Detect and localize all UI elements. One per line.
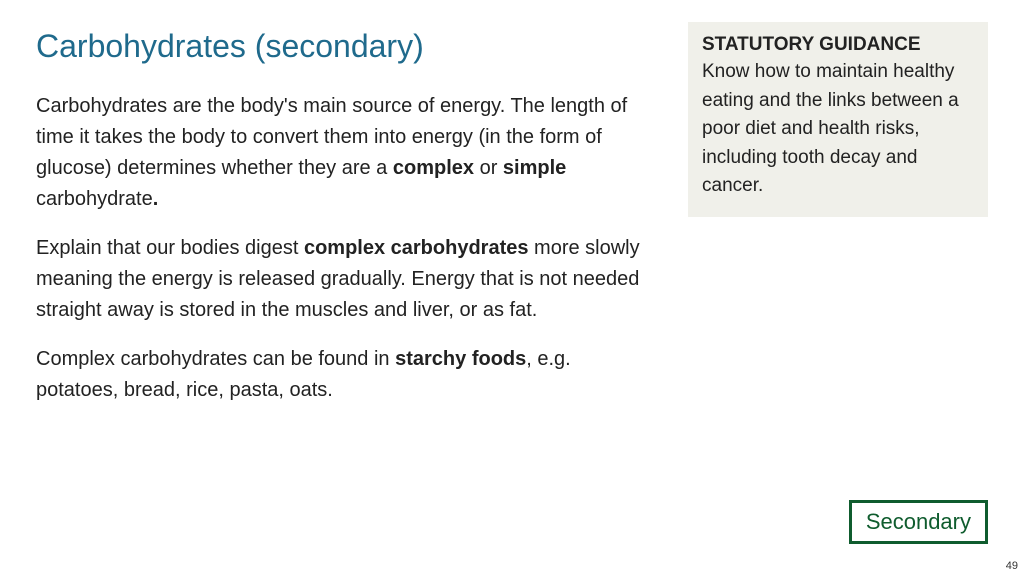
main-column: Carbohydrates (secondary) Carbohydrates … (36, 28, 646, 406)
bold-complex-carbs: complex carbohydrates (304, 237, 529, 259)
text-run: Complex carbohydrates can be found in (36, 348, 395, 370)
page-title: Carbohydrates (secondary) (36, 28, 646, 65)
sidebar-heading: STATUTORY GUIDANCE (702, 34, 974, 56)
paragraph-2: Explain that our bodies digest complex c… (36, 233, 646, 326)
sidebar-body: Know how to maintain healthy eating and … (702, 58, 974, 201)
statutory-guidance-box: STATUTORY GUIDANCE Know how to maintain … (688, 22, 988, 217)
text-run: or (474, 157, 503, 179)
text-run: carbohydrate (36, 188, 153, 210)
page-number: 49 (1006, 560, 1018, 572)
paragraph-1: Carbohydrates are the body's main source… (36, 91, 646, 215)
bold-period: . (153, 188, 159, 210)
bold-complex: complex (393, 157, 474, 179)
slide: Carbohydrates (secondary) Carbohydrates … (0, 0, 1024, 576)
bold-simple: simple (503, 157, 566, 179)
level-tag-secondary: Secondary (849, 500, 988, 544)
paragraph-3: Complex carbohydrates can be found in st… (36, 344, 646, 406)
text-run: Explain that our bodies digest (36, 237, 304, 259)
bold-starchy-foods: starchy foods (395, 348, 526, 370)
